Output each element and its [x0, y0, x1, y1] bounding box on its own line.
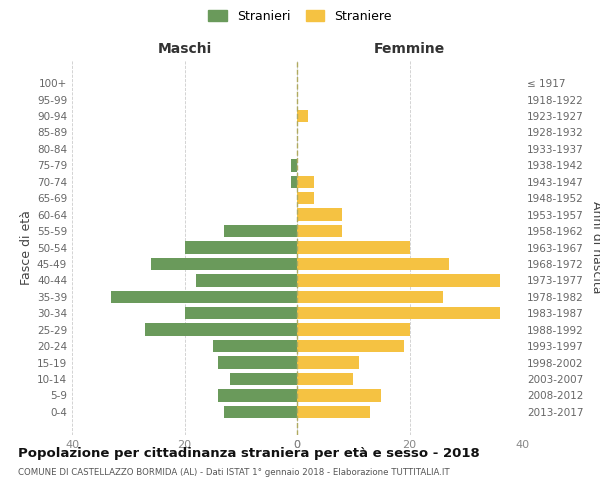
Bar: [112, 290, 297, 303]
Bar: [224, 225, 297, 237]
Bar: [297, 340, 404, 352]
Title: Femmine: Femmine: [374, 42, 445, 56]
Bar: [151, 258, 297, 270]
Bar: [297, 389, 382, 402]
Bar: [297, 208, 342, 221]
Bar: [297, 225, 342, 237]
Y-axis label: Fasce di età: Fasce di età: [20, 210, 33, 285]
Bar: [292, 159, 297, 172]
Bar: [297, 192, 314, 204]
Bar: [185, 307, 297, 320]
Legend: Stranieri, Straniere: Stranieri, Straniere: [205, 6, 395, 26]
Text: Popolazione per cittadinanza straniera per età e sesso - 2018: Popolazione per cittadinanza straniera p…: [18, 448, 480, 460]
Bar: [297, 258, 449, 270]
Bar: [145, 324, 297, 336]
Bar: [218, 389, 297, 402]
Bar: [297, 242, 409, 254]
Bar: [297, 324, 409, 336]
Bar: [218, 356, 297, 368]
Bar: [196, 274, 297, 286]
Bar: [297, 406, 370, 418]
Y-axis label: Anni di nascita: Anni di nascita: [590, 201, 600, 294]
Bar: [297, 307, 499, 320]
Bar: [297, 373, 353, 385]
Bar: [297, 274, 499, 286]
Bar: [212, 340, 297, 352]
Text: COMUNE DI CASTELLAZZO BORMIDA (AL) - Dati ISTAT 1° gennaio 2018 - Elaborazione T: COMUNE DI CASTELLAZZO BORMIDA (AL) - Dat…: [18, 468, 449, 477]
Bar: [229, 373, 297, 385]
Bar: [297, 176, 314, 188]
Bar: [297, 290, 443, 303]
Bar: [292, 176, 297, 188]
Title: Maschi: Maschi: [157, 42, 212, 56]
Bar: [297, 110, 308, 122]
Bar: [297, 356, 359, 368]
Bar: [185, 242, 297, 254]
Bar: [224, 406, 297, 418]
